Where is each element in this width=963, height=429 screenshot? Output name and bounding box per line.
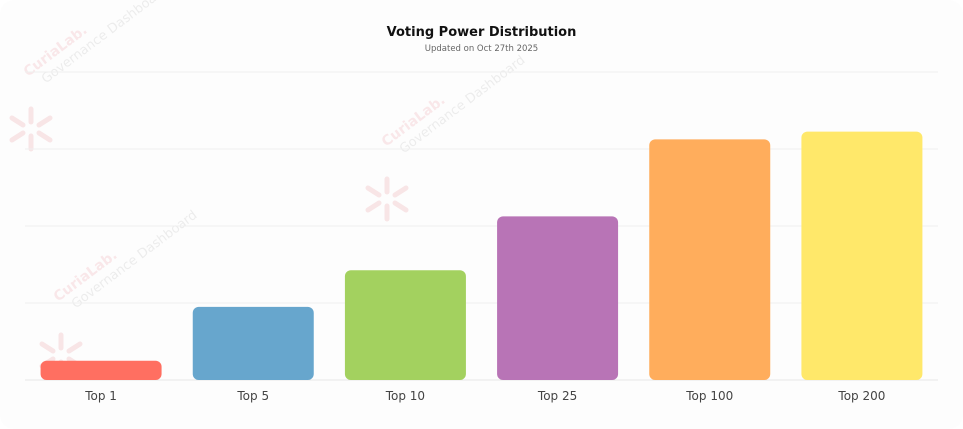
x-tick-label: Top 1 [84, 389, 117, 403]
bar-top-1[interactable] [40, 360, 162, 380]
bar-top-100[interactable] [649, 139, 771, 380]
chart-subtitle: Updated on Oct 27th 2025 [424, 44, 539, 54]
bar-top-10[interactable] [344, 270, 466, 380]
bar-top-25[interactable] [497, 216, 619, 380]
x-tick-label: Top 100 [685, 389, 733, 403]
chart-title: Voting Power Distribution [386, 25, 577, 40]
bar-top-200[interactable] [801, 131, 923, 380]
x-tick-label: Top 200 [837, 389, 885, 403]
bar-top-5[interactable] [192, 306, 314, 380]
x-tick-label: Top 10 [385, 389, 425, 403]
x-tick-label: Top 5 [236, 389, 269, 403]
x-tick-label: Top 25 [537, 389, 577, 403]
